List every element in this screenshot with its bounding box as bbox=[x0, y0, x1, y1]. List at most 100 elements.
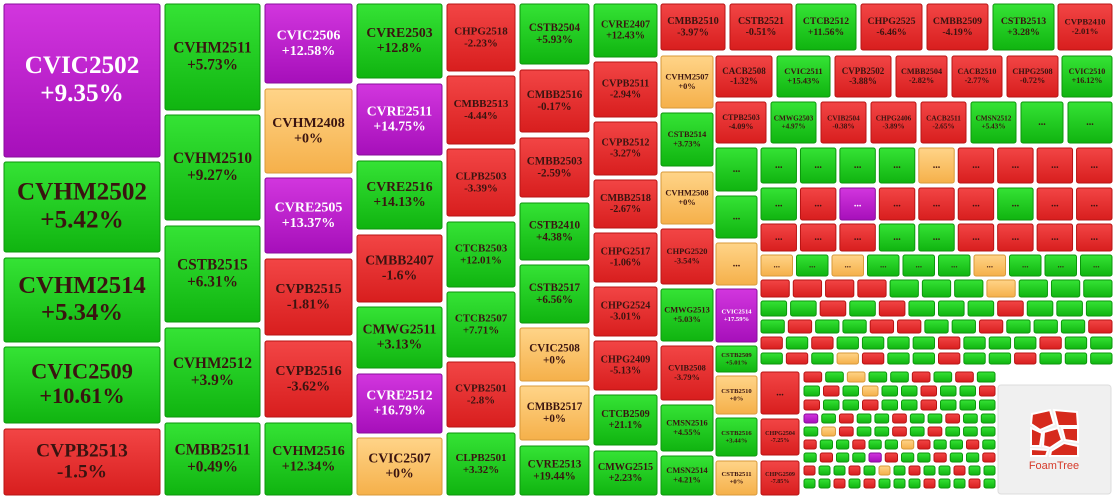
tile[interactable] bbox=[912, 352, 936, 365]
tile[interactable]: CVIC2508+0% bbox=[519, 327, 590, 382]
tile[interactable] bbox=[760, 352, 783, 365]
tile[interactable] bbox=[842, 319, 867, 334]
tile[interactable]: CMWG2511+3.13% bbox=[356, 306, 443, 369]
tile[interactable] bbox=[803, 385, 820, 397]
tile[interactable] bbox=[1064, 352, 1088, 365]
tile[interactable]: CMWG2513+5.03% bbox=[660, 288, 714, 342]
tile[interactable]: ... bbox=[918, 187, 955, 221]
tile[interactable]: CSTB2410+4.38% bbox=[519, 202, 590, 261]
tile[interactable]: CMSN2514+4.21% bbox=[660, 455, 714, 496]
tile[interactable]: CVIC2511+15.43% bbox=[776, 55, 831, 98]
tile[interactable]: CSTB2511+0% bbox=[715, 460, 758, 496]
tile[interactable]: CSTB2510+0% bbox=[715, 375, 758, 415]
tile[interactable] bbox=[849, 300, 876, 317]
tile[interactable] bbox=[968, 465, 981, 476]
tile[interactable]: ... bbox=[938, 254, 971, 277]
tile[interactable]: ... bbox=[760, 371, 800, 415]
tile[interactable] bbox=[967, 300, 995, 317]
tile[interactable] bbox=[878, 300, 906, 317]
tile[interactable]: ... bbox=[997, 187, 1034, 221]
tile[interactable] bbox=[901, 399, 918, 411]
tile[interactable] bbox=[892, 413, 907, 424]
tile[interactable] bbox=[917, 452, 931, 463]
tile[interactable]: ... bbox=[799, 223, 837, 252]
tile[interactable]: ... bbox=[1009, 254, 1042, 277]
tile[interactable]: CTCB2512+11.56% bbox=[795, 3, 857, 51]
tile[interactable] bbox=[878, 465, 891, 476]
tile[interactable] bbox=[1033, 319, 1058, 334]
tile[interactable] bbox=[901, 439, 915, 450]
tile[interactable]: ... bbox=[973, 254, 1006, 277]
tile[interactable]: CSTB2513+3.28% bbox=[992, 3, 1055, 51]
tile[interactable] bbox=[953, 465, 966, 476]
tile[interactable]: CVPB2512-3.27% bbox=[593, 121, 658, 176]
tile[interactable]: CHPG2524-3.01% bbox=[593, 286, 658, 337]
tile[interactable] bbox=[842, 385, 859, 397]
tile[interactable]: ... bbox=[839, 187, 876, 221]
tile[interactable] bbox=[938, 336, 961, 350]
tile[interactable] bbox=[966, 452, 980, 463]
tile[interactable] bbox=[868, 452, 882, 463]
tile[interactable] bbox=[1056, 300, 1083, 317]
tile[interactable]: CVRE2505+13.37% bbox=[264, 177, 353, 254]
tile[interactable] bbox=[760, 319, 785, 334]
tile[interactable] bbox=[982, 452, 996, 463]
tile[interactable] bbox=[852, 452, 866, 463]
tile[interactable]: CMSN2516+4.55% bbox=[660, 404, 714, 452]
tile[interactable] bbox=[959, 399, 976, 411]
tile[interactable] bbox=[963, 413, 978, 424]
tile[interactable] bbox=[949, 452, 963, 463]
tile[interactable] bbox=[790, 300, 817, 317]
tile[interactable]: CVIB2504-0.38% bbox=[820, 101, 867, 144]
tile[interactable] bbox=[846, 371, 866, 383]
tile[interactable]: CTCB2507+7.71% bbox=[446, 291, 516, 358]
tile[interactable]: ... bbox=[715, 147, 758, 192]
tile[interactable]: CMWG2515+2.23% bbox=[593, 450, 658, 496]
tile[interactable]: CMWG2503+4.97% bbox=[770, 101, 817, 144]
tile[interactable] bbox=[1083, 279, 1113, 298]
tile[interactable] bbox=[792, 279, 823, 298]
tile[interactable] bbox=[869, 319, 895, 334]
tile[interactable] bbox=[862, 385, 879, 397]
tile[interactable] bbox=[945, 413, 961, 424]
tile[interactable]: ... bbox=[1076, 223, 1113, 252]
tile[interactable] bbox=[1088, 319, 1113, 334]
tile[interactable]: ... bbox=[1036, 147, 1074, 184]
tile[interactable] bbox=[881, 399, 898, 411]
tile[interactable]: CSTB2521-0.51% bbox=[729, 3, 793, 51]
tile[interactable] bbox=[861, 352, 885, 365]
tile[interactable] bbox=[815, 319, 840, 334]
tile[interactable] bbox=[836, 336, 859, 350]
tile[interactable]: CVRE2407+12.43% bbox=[593, 3, 658, 58]
tile[interactable]: CLPB2501+3.32% bbox=[446, 432, 516, 496]
tile[interactable] bbox=[908, 478, 921, 489]
tile[interactable]: ... bbox=[1036, 223, 1074, 252]
tile[interactable] bbox=[785, 352, 809, 365]
tile[interactable] bbox=[819, 452, 833, 463]
tile[interactable] bbox=[821, 426, 836, 437]
tile[interactable] bbox=[938, 465, 951, 476]
tile[interactable] bbox=[983, 478, 996, 489]
tile[interactable]: CMBB2517+0% bbox=[519, 385, 590, 441]
tile[interactable] bbox=[954, 279, 984, 298]
tile[interactable] bbox=[1006, 319, 1031, 334]
tile[interactable]: CVIC2514+17.59% bbox=[715, 288, 758, 343]
tile[interactable]: CACB2508-1.32% bbox=[715, 55, 773, 98]
tile[interactable] bbox=[963, 426, 978, 437]
tile[interactable]: CMBB2511+0.49% bbox=[164, 422, 261, 496]
tile[interactable]: CMBB2509-4.19% bbox=[926, 3, 989, 51]
tile[interactable]: ... bbox=[997, 147, 1034, 184]
tile[interactable] bbox=[921, 279, 952, 298]
tile[interactable] bbox=[963, 352, 986, 365]
tile[interactable]: ... bbox=[867, 254, 900, 277]
tile[interactable]: CSTB2509+5.01% bbox=[715, 345, 758, 373]
tile[interactable]: CVHM2511+5.73% bbox=[164, 3, 261, 111]
tile[interactable]: ... bbox=[831, 254, 864, 277]
tile[interactable]: ... bbox=[760, 187, 797, 221]
tile[interactable] bbox=[979, 399, 996, 411]
tile[interactable] bbox=[825, 371, 844, 383]
tile[interactable] bbox=[803, 399, 820, 411]
tile[interactable] bbox=[1014, 336, 1037, 350]
tile[interactable] bbox=[912, 336, 936, 350]
tile[interactable]: ... bbox=[878, 147, 916, 184]
